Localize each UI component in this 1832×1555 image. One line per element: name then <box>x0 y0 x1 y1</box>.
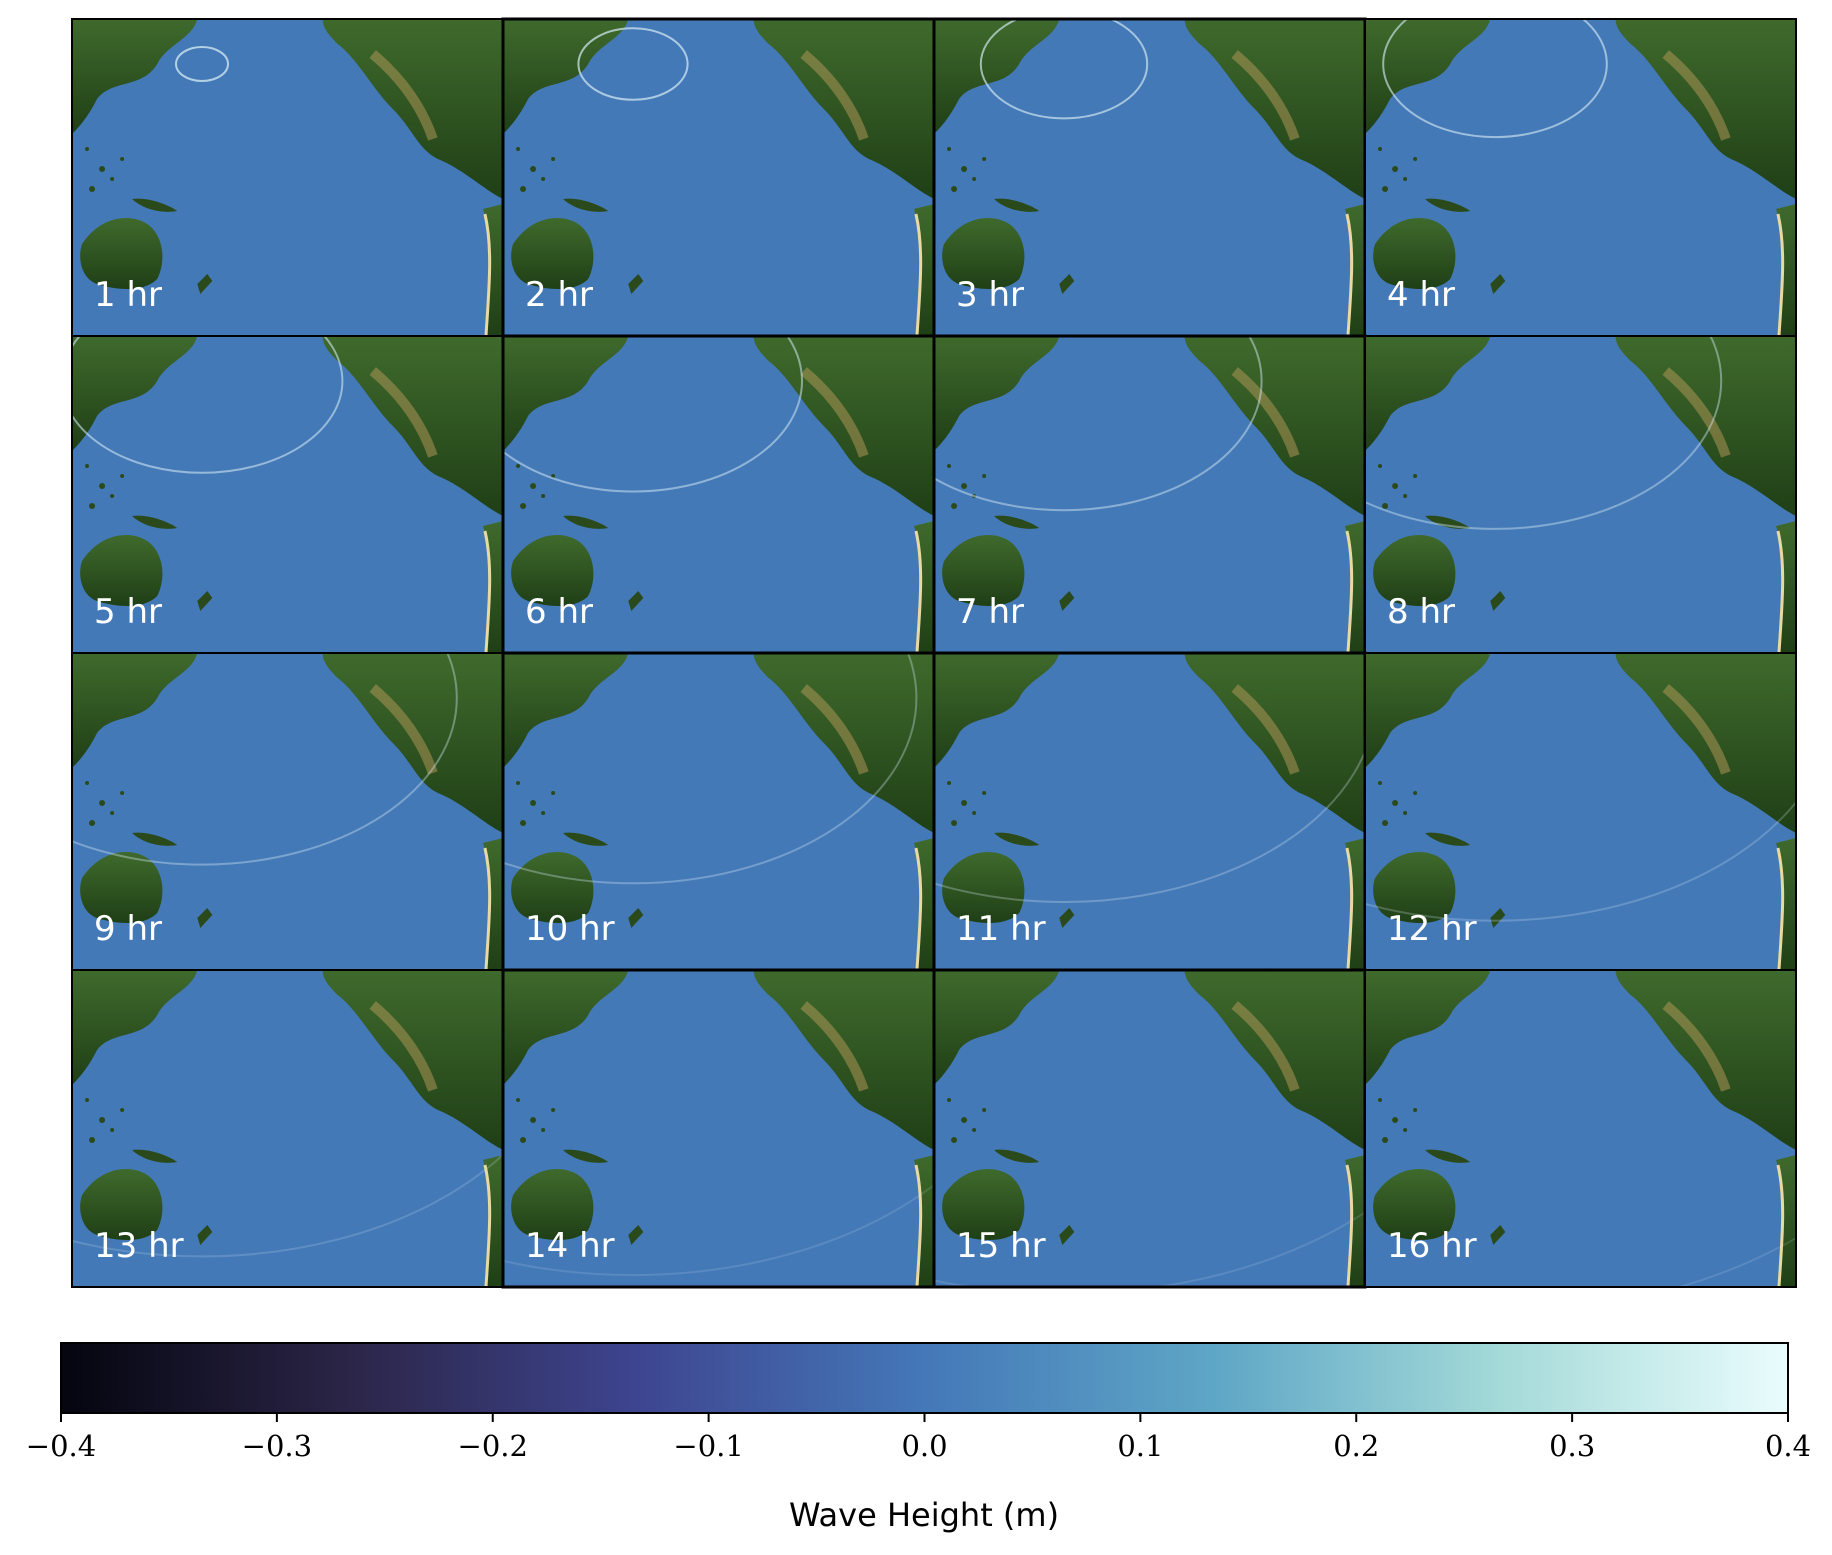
tick-label: 0.4 <box>1765 1429 1811 1463</box>
panel-label: 8 hr <box>1387 592 1455 632</box>
colorbar-gradient <box>60 1342 1789 1414</box>
wave-front <box>934 748 1365 903</box>
panel-label: 1 hr <box>94 275 162 315</box>
panel-label: 4 hr <box>1387 275 1455 315</box>
wave-front <box>1365 336 1723 530</box>
map-panel: 1 hr <box>71 18 504 337</box>
wave-front <box>1365 800 1796 922</box>
panel-label: 2 hr <box>525 275 593 315</box>
panel-label: 11 hr <box>956 909 1046 949</box>
tick-label: −0.2 <box>458 1429 528 1463</box>
map-panel: 4 hr <box>1364 18 1797 337</box>
wave-front <box>503 336 803 493</box>
panel-label: 3 hr <box>956 275 1024 315</box>
panel-label: 13 hr <box>94 1226 184 1266</box>
map-panel: 5 hr <box>71 335 504 654</box>
panel-label: 9 hr <box>94 909 162 949</box>
panel-label: 12 hr <box>1387 909 1477 949</box>
panel-label: 15 hr <box>956 1226 1046 1266</box>
colorbar-label: Wave Height (m) <box>789 1496 1059 1534</box>
wave-front <box>1382 19 1608 139</box>
panel-label: 16 hr <box>1387 1226 1477 1266</box>
wave-front <box>503 653 918 885</box>
panel-label: 6 hr <box>525 592 593 632</box>
panel-label: 7 hr <box>956 592 1024 632</box>
wave-front <box>934 336 1263 512</box>
map-panel: 2 hr <box>501 17 936 338</box>
wave-front <box>979 19 1149 120</box>
wave-front <box>175 46 229 82</box>
panel-label: 5 hr <box>94 592 162 632</box>
panel-label: 14 hr <box>525 1226 615 1266</box>
wave-front <box>503 1183 934 1277</box>
tick-label: −0.3 <box>242 1429 312 1463</box>
map-panel: 3 hr <box>932 17 1367 338</box>
wave-front <box>72 336 344 474</box>
wave-front <box>72 1153 503 1258</box>
panel-label: 10 hr <box>525 909 615 949</box>
wave-front <box>577 27 689 101</box>
map-panel: 8 hr <box>1364 335 1797 654</box>
tick-label: −0.1 <box>673 1429 743 1463</box>
map-panel: 16 hr <box>1364 969 1797 1288</box>
tick-label: −0.4 <box>26 1429 96 1463</box>
tick-label: 0.3 <box>1549 1429 1595 1463</box>
panel-grid: 1 hr 2 hr 3 hr 4 hr 5 hr 6 hr 7 hr 8 hr 9 hr 10 h… <box>71 17 1797 1289</box>
tick-label: 0.1 <box>1117 1429 1163 1463</box>
tick-label: 0.2 <box>1333 1429 1379 1463</box>
panel-frame <box>1364 969 1797 1288</box>
tick-label: 0.0 <box>901 1429 947 1463</box>
colorbar: −0.4 −0.3 −0.2 −0.1 0.0 0.1 0.2 0.3 0.4 <box>26 1342 1811 1463</box>
wave-front <box>72 653 458 866</box>
